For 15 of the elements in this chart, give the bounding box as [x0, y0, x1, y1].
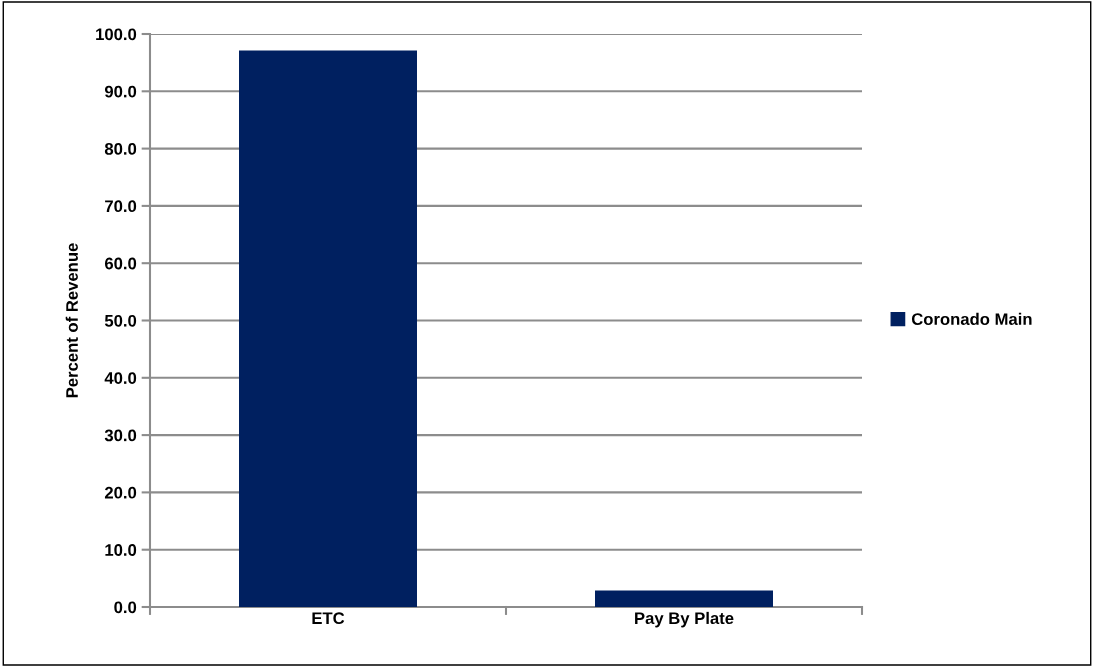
legend-label: Coronado Main	[911, 312, 1032, 326]
y-tick-label: 90.0	[104, 85, 137, 98]
x-tick-label: ETC	[312, 612, 345, 625]
y-tick-label: 60.0	[104, 257, 137, 270]
x-tick-label: Pay By Plate	[635, 611, 734, 628]
y-tick-label: 80.0	[104, 143, 137, 155]
y-tick-label: 40.0	[104, 372, 137, 384]
y-tick-label: 20.0	[104, 486, 137, 499]
y-tick-label: 70.0	[105, 200, 137, 213]
y-tick-label: 50.0	[104, 314, 137, 327]
y-axis-title: Percent of Revenue	[65, 243, 78, 398]
y-tick-label: 100.0	[96, 28, 137, 41]
y-tick-label: 10.0	[105, 544, 137, 556]
y-tick-label: 0.0	[114, 601, 137, 614]
y-tick-label: 30.0	[104, 429, 137, 442]
